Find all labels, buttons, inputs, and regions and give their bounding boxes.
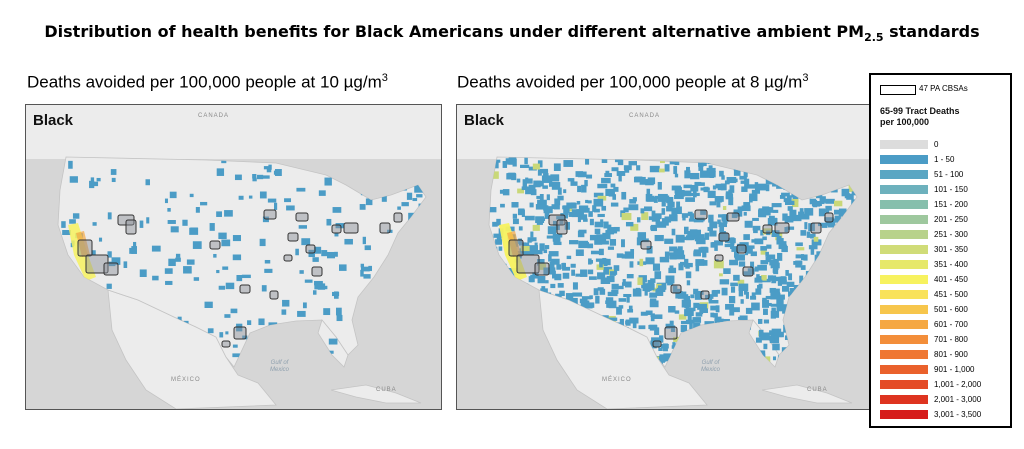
map-label: Black [33,112,74,129]
legend-item: 401 - 450 [880,272,981,287]
legend-label: 201 - 250 [934,215,968,224]
legend-label: 801 - 900 [934,350,968,359]
legend-label: 501 - 600 [934,305,968,314]
legend-item: 3,001 - 3,500 [880,407,981,422]
panel-caption-10: Deaths avoided per 100,000 people at 10 … [27,72,388,92]
mexico-label: MÉXICO [171,377,201,383]
legend-label: 351 - 400 [934,260,968,269]
legend-label: 1 - 50 [934,155,955,164]
legend-swatch [880,350,928,359]
legend-swatch [880,275,928,284]
legend-label: 0 [934,140,939,149]
legend-label: 901 - 1,000 [934,365,975,374]
legend-item: 201 - 250 [880,212,981,227]
legend-item: 0 [880,137,981,152]
legend-item: 601 - 700 [880,317,981,332]
legend-label: 51 - 100 [934,170,964,179]
map-8-ugm3: Black CANADA MÉXICO Gulf of Mexico CUBA [456,104,873,410]
legend-label: 401 - 450 [934,275,968,284]
legend-label: 451 - 500 [934,290,968,299]
legend-swatch [880,395,928,404]
cbsa-outline-swatch [880,85,916,95]
legend-item: 51 - 100 [880,167,981,182]
cbsa-outline-label: 47 PA CBSAs [919,84,968,93]
legend-item: 801 - 900 [880,347,981,362]
map-canvas [26,105,441,409]
legend-item: 451 - 500 [880,287,981,302]
figure-title: Distribution of health benefits for Blac… [44,22,980,45]
legend-swatch [880,305,928,314]
legend-swatch [880,380,928,389]
legend-swatch [880,290,928,299]
legend-swatch [880,335,928,344]
legend-item: 1,001 - 2,000 [880,377,981,392]
cuba-label: CUBA [807,387,828,393]
panel-caption-8: Deaths avoided per 100,000 people at 8 µ… [457,72,809,92]
legend-swatch [880,200,928,209]
legend-swatch [880,170,928,179]
legend-swatch [880,320,928,329]
mexico-label: MÉXICO [602,377,632,383]
legend-item: 301 - 350 [880,242,981,257]
legend-swatch [880,155,928,164]
legend-item: 251 - 300 [880,227,981,242]
legend-item: 351 - 400 [880,257,981,272]
legend-swatch [880,215,928,224]
cuba-label: CUBA [376,387,397,393]
legend-items: 0 1 - 50 51 - 100 101 - 150 151 - 200 201 - 2… [880,137,981,422]
legend-label: 2,001 - 3,000 [934,395,982,404]
legend-swatch [880,365,928,374]
map-10-ugm3: Black CANADA MÉXICO Gulf of Mexico CUBA [25,104,442,410]
map-label: Black [464,112,505,129]
legend-label: 701 - 800 [934,335,968,344]
map-canvas [457,105,872,409]
legend-swatch [880,260,928,269]
legend-swatch [880,185,928,194]
legend-swatch [880,245,928,254]
gulf-label: Gulf of Mexico [270,360,290,373]
gulf-label: Gulf of Mexico [701,360,721,373]
legend-title: 65-99 Tract Deaths per 100,000 [880,106,960,127]
legend-label: 151 - 200 [934,200,968,209]
legend-item: 2,001 - 3,000 [880,392,981,407]
legend-item: 151 - 200 [880,197,981,212]
legend-swatch [880,230,928,239]
map-legend: 47 PA CBSAs 65-99 Tract Deaths per 100,00… [869,73,1012,428]
legend-label: 601 - 700 [934,320,968,329]
legend-swatch [880,410,928,419]
legend-label: 101 - 150 [934,185,968,194]
legend-item: 701 - 800 [880,332,981,347]
legend-label: 1,001 - 2,000 [934,380,982,389]
legend-swatch [880,140,928,149]
canada-label: CANADA [198,113,230,119]
legend-label: 251 - 300 [934,230,968,239]
legend-item: 501 - 600 [880,302,981,317]
legend-label: 301 - 350 [934,245,968,254]
legend-label: 3,001 - 3,500 [934,410,982,419]
legend-item: 901 - 1,000 [880,362,981,377]
legend-item: 101 - 150 [880,182,981,197]
legend-item: 1 - 50 [880,152,981,167]
canada-label: CANADA [629,113,661,119]
